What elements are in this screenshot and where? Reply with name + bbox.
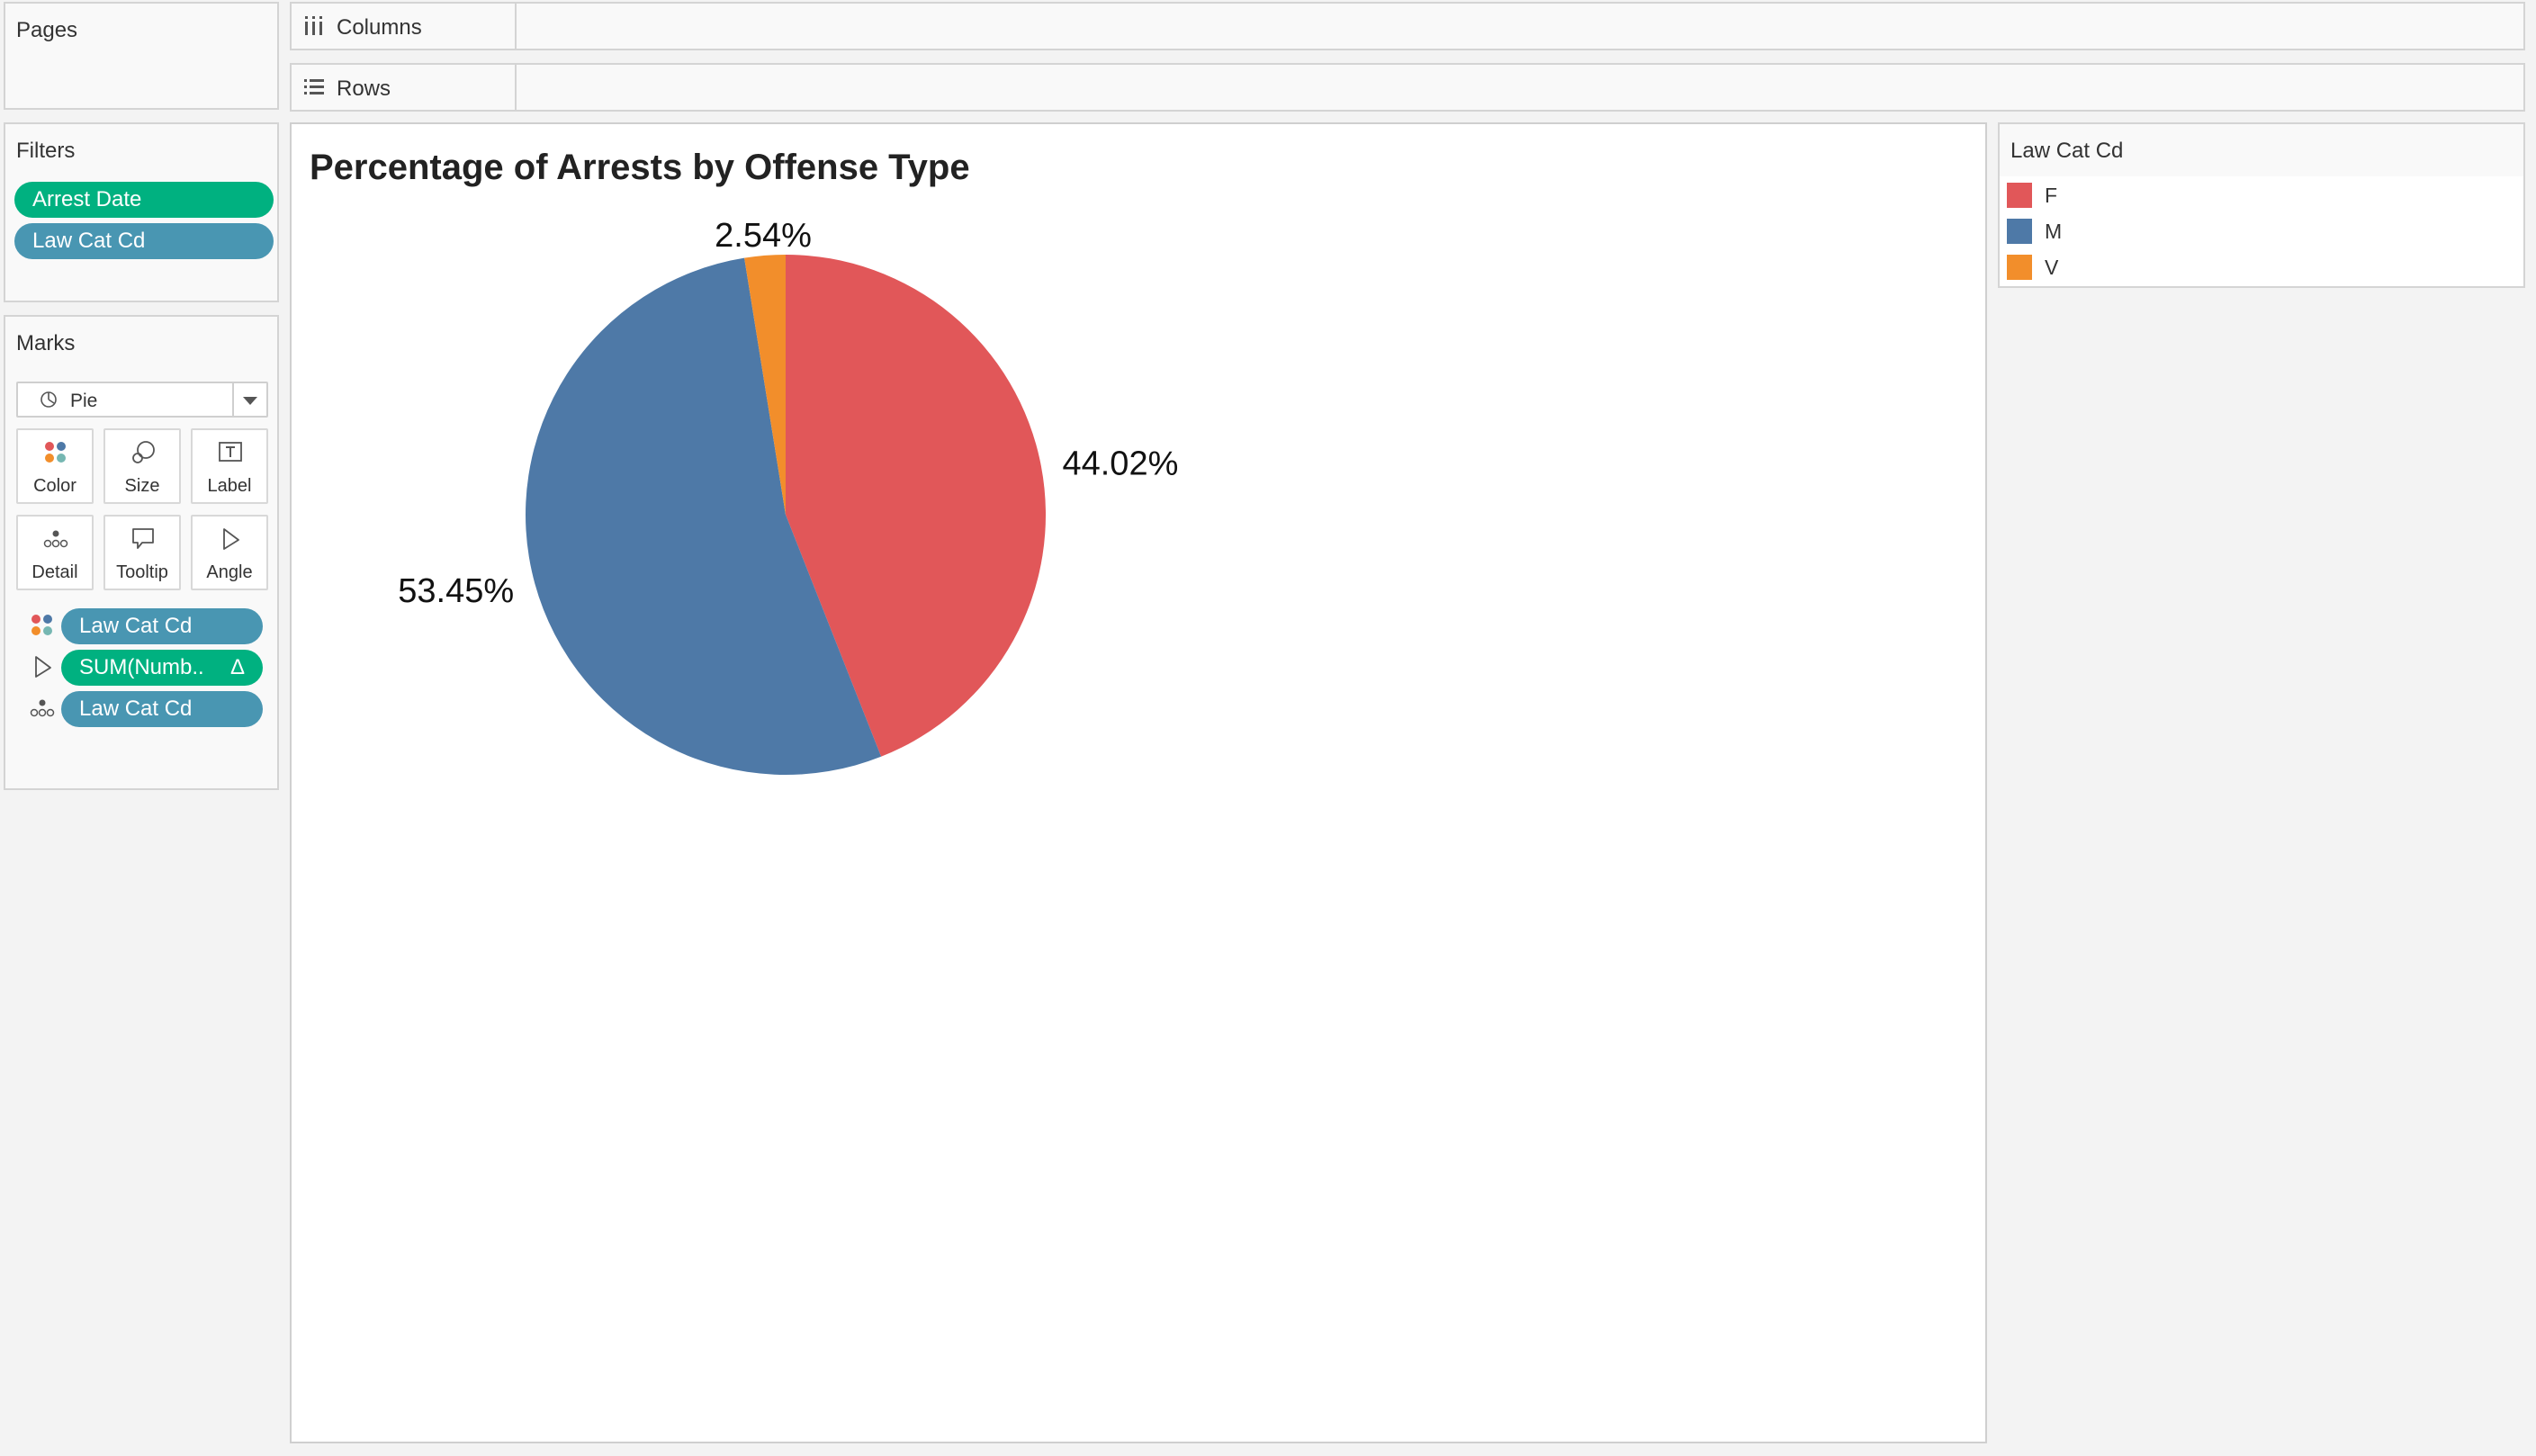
pages-title: Pages	[16, 18, 77, 43]
pie-icon	[40, 391, 58, 409]
columns-label: Columns	[337, 15, 422, 40]
marks-field-angle-sum[interactable]: SUM(Numb.. Δ	[61, 650, 263, 686]
marks-detail-button[interactable]: Detail	[16, 515, 94, 590]
rows-icon	[302, 76, 326, 99]
marks-label-label: Label	[193, 476, 266, 497]
tooltip-bubble-icon	[130, 526, 157, 553]
color-legend: Law Cat Cd F M V	[1998, 122, 2525, 288]
pie-label-v: 2.54%	[715, 217, 812, 255]
angle-icon	[217, 526, 244, 553]
detail-dots-icon	[42, 526, 69, 553]
marks-field-angle-label: SUM(Numb..	[79, 655, 204, 679]
mark-type-label: Pie	[70, 391, 97, 412]
pages-card: Pages	[4, 2, 279, 110]
marks-tooltip-label: Tooltip	[105, 562, 179, 583]
delta-icon: Δ	[230, 650, 245, 686]
marks-tooltip-button[interactable]: Tooltip	[103, 515, 181, 590]
columns-icon	[302, 14, 326, 38]
size-circles-icon	[130, 439, 157, 466]
angle-icon	[29, 653, 56, 680]
legend-label: M	[2045, 220, 2062, 244]
marks-size-button[interactable]: Size	[103, 428, 181, 504]
filters-title: Filters	[16, 139, 75, 164]
mark-type-dropdown[interactable]: Pie	[16, 382, 268, 418]
columns-shelf[interactable]: Columns	[290, 2, 2525, 50]
marks-title: Marks	[16, 331, 75, 356]
marks-color-label: Color	[18, 476, 92, 497]
marks-card: Marks Pie Color Size Label	[4, 315, 279, 790]
viz-canvas: Percentage of Arrests by Offense Type 44…	[290, 122, 1987, 1443]
marks-angle-label: Angle	[193, 562, 266, 583]
legend-label: F	[2045, 184, 2057, 208]
text-label-icon	[217, 439, 244, 466]
pie-label-f: 44.02%	[1062, 445, 1178, 483]
marks-field-detail-law-cat-cd[interactable]: Law Cat Cd	[61, 691, 263, 727]
legend-swatch	[2007, 255, 2032, 280]
pie-label-m: 53.45%	[398, 572, 514, 610]
chevron-down-icon	[243, 397, 257, 405]
rows-divider	[515, 65, 517, 110]
marks-label-button[interactable]: Label	[191, 428, 268, 504]
legend-header: Law Cat Cd	[2000, 124, 2523, 176]
color-dots-icon	[29, 612, 56, 639]
legend-swatch	[2007, 183, 2032, 208]
columns-divider	[515, 4, 517, 49]
rows-shelf[interactable]: Rows	[290, 63, 2525, 112]
filter-pill-arrest-date[interactable]: Arrest Date	[14, 182, 274, 218]
marks-size-label: Size	[105, 476, 179, 497]
legend-swatch	[2007, 219, 2032, 244]
legend-title: Law Cat Cd	[2010, 139, 2123, 164]
pie-chart: 44.02% 53.45% 2.54%	[292, 124, 1985, 1442]
dropdown-divider	[232, 383, 234, 416]
marks-field-color-law-cat-cd[interactable]: Law Cat Cd	[61, 608, 263, 644]
legend-label: V	[2045, 256, 2058, 280]
rows-label: Rows	[337, 76, 391, 102]
marks-color-button[interactable]: Color	[16, 428, 94, 504]
filters-card: Filters Arrest Date Law Cat Cd	[4, 122, 279, 302]
color-dots-icon	[42, 439, 69, 466]
marks-angle-button[interactable]: Angle	[191, 515, 268, 590]
marks-detail-label: Detail	[18, 562, 92, 583]
filter-pill-law-cat-cd[interactable]: Law Cat Cd	[14, 223, 274, 259]
detail-dots-icon	[29, 695, 56, 722]
